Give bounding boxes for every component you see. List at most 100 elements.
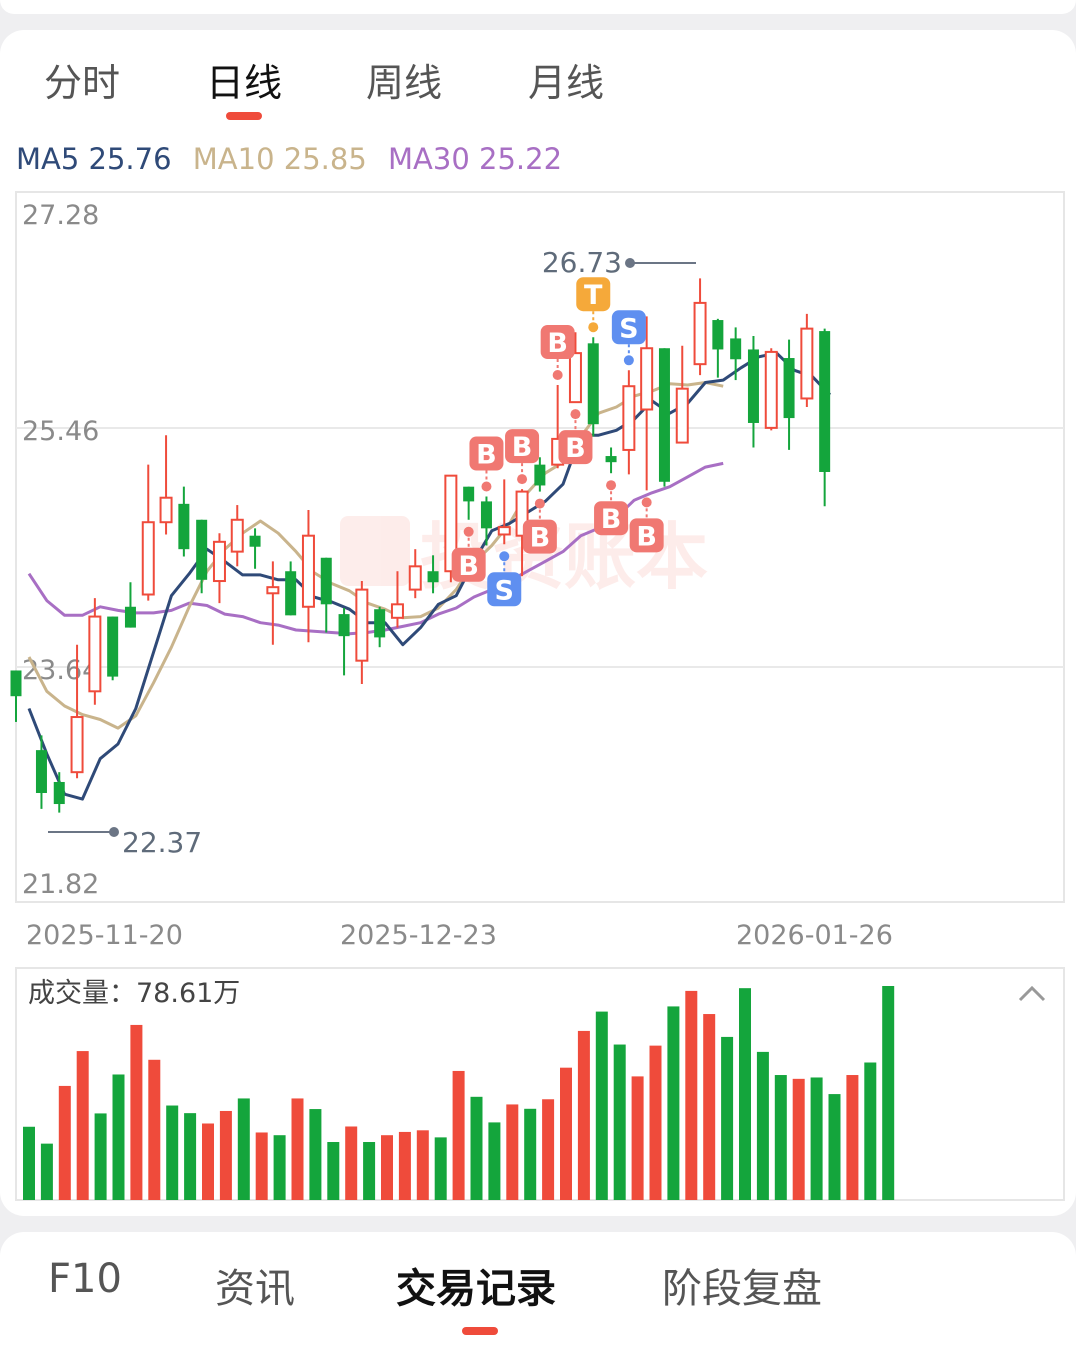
signal-badge-box [469, 436, 504, 471]
volume-bar [828, 1094, 841, 1200]
signal-badge-letter: B [512, 432, 533, 463]
candle [124, 582, 136, 628]
candle [605, 447, 617, 474]
ma-legend: MA5 25.76 MA10 25.85 MA30 25.22 [16, 142, 574, 176]
volume-bar [255, 1132, 268, 1200]
tab-daily[interactable]: 日线 [206, 61, 283, 105]
ma10-line [27, 381, 724, 730]
candle [355, 581, 369, 684]
tab-stage-review[interactable]: 阶段复盘 [662, 1266, 822, 1312]
volume-bar [76, 1051, 89, 1200]
tab-trade-records[interactable]: 交易记录 [396, 1266, 556, 1312]
volume-bar [470, 1096, 483, 1200]
volume-bar [577, 1030, 590, 1200]
volume-bar [667, 1006, 680, 1200]
candle-body [640, 347, 654, 411]
candle [266, 561, 280, 645]
ma5-line [27, 351, 832, 801]
tab-monthly[interactable]: 月线 [528, 61, 605, 105]
candle-body [605, 456, 617, 463]
signal-badge-box [505, 429, 540, 464]
tab-news[interactable]: 资讯 [215, 1266, 295, 1312]
x-tick-label: 2025-12-23 [340, 920, 497, 951]
candle-body [712, 320, 724, 350]
candle [390, 571, 404, 628]
candle [88, 598, 102, 705]
candle-body [463, 486, 475, 502]
candle [444, 474, 458, 583]
volume-bar [130, 1024, 143, 1200]
candle [10, 670, 22, 722]
candle-body [338, 614, 350, 637]
signal-badge-b: B [594, 480, 629, 536]
volume-bar [416, 1130, 429, 1200]
volume-bar [112, 1074, 125, 1200]
svg-text:26.73: 26.73 [542, 246, 622, 279]
y-tick-label: 27.28 [22, 200, 99, 231]
volume-bar [756, 1051, 769, 1200]
candle-body [534, 464, 546, 486]
collapse-chevron-icon[interactable] [1018, 985, 1046, 1002]
candle [53, 772, 65, 813]
signal-badge-letter: B [530, 523, 551, 554]
candle-body [764, 350, 778, 429]
signal-badge-s: S [487, 551, 522, 607]
signal-badge-box [522, 519, 557, 554]
signal-badge-letter: S [495, 575, 514, 606]
candle [230, 505, 244, 567]
candle [783, 339, 795, 450]
tab-weekly[interactable]: 周线 [366, 61, 443, 105]
signal-dot [588, 322, 599, 333]
volume-bar [685, 990, 698, 1200]
candle-body [285, 571, 297, 616]
volume-bar [631, 1076, 644, 1200]
volume-bar [58, 1085, 71, 1200]
volume-bar [792, 1078, 805, 1200]
candle [675, 345, 689, 444]
candle [534, 457, 546, 492]
signal-badge-letter: B [565, 433, 586, 464]
volume-bar [363, 1142, 376, 1200]
signal-dot [623, 355, 634, 366]
volume-bar [309, 1109, 322, 1200]
candle-body [622, 385, 636, 451]
candle-body [444, 474, 458, 573]
candle [141, 464, 155, 601]
volume-bar [488, 1122, 501, 1200]
candle-body [783, 358, 795, 419]
volume-bar [291, 1098, 304, 1200]
high-marker: 26.73 [542, 246, 696, 279]
volume-bar [434, 1137, 447, 1200]
signal-badge-letter: B [601, 504, 622, 535]
candle-body [497, 526, 511, 536]
candle-body [141, 521, 155, 596]
signal-badge-box [611, 310, 646, 345]
signal-badge-box [558, 430, 593, 465]
volume-bar [810, 1077, 823, 1200]
chart-card [0, 30, 1076, 1216]
volume-bar [846, 1075, 859, 1200]
volume-bar [148, 1059, 161, 1200]
signal-badge-box [540, 324, 575, 359]
candle [338, 607, 350, 676]
candle-body [355, 588, 369, 662]
candle [497, 479, 511, 545]
volume-bar [23, 1126, 35, 1200]
volume-bar [273, 1135, 286, 1200]
candle [249, 528, 261, 569]
signal-badge-box [487, 572, 522, 607]
candle [747, 335, 759, 448]
volume-chart[interactable]: 成交量：78.61万 [0, 960, 1076, 1210]
candlestick-chart[interactable]: 投资账本 27.28 25.46 23.64 21.82 2025-11-20 … [0, 180, 1076, 960]
volume-bar [452, 1070, 465, 1200]
candle-body [658, 348, 670, 482]
candle [764, 348, 778, 431]
tab-f10[interactable]: F10 [48, 1256, 122, 1302]
active-tab-indicator [226, 112, 262, 120]
signal-badge-b: B [629, 497, 664, 553]
volume-bar [524, 1108, 537, 1200]
candle [693, 278, 707, 376]
signal-badge-box [576, 277, 611, 312]
candle-body [178, 503, 190, 550]
tab-intraday[interactable]: 分时 [44, 61, 121, 105]
